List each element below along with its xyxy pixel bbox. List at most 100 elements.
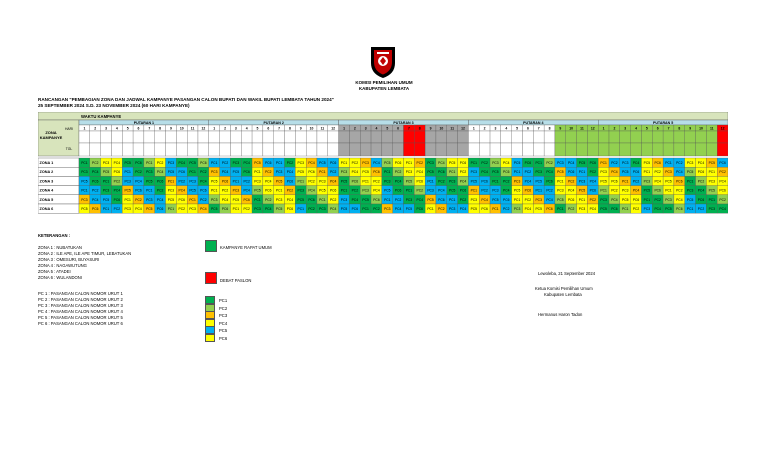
schedule-cell-code: PC1: [319, 198, 326, 202]
schedule-cell-code: PC3: [406, 198, 413, 202]
day-number: 5: [257, 127, 259, 131]
schedule-cell-code: PC4: [92, 170, 99, 174]
schedule-cell-code: PC4: [654, 179, 661, 183]
schedule-cell-code: PC3: [146, 198, 153, 202]
day-number: 4: [116, 127, 118, 131]
schedule-cell-code: PC2: [135, 198, 142, 202]
schedule-cell-code: PC6: [698, 170, 705, 174]
day-date-cell: [262, 142, 274, 157]
schedule-cell-code: PC4: [460, 207, 467, 211]
day-number: 12: [461, 127, 465, 131]
schedule-cell-code: PC6: [92, 207, 99, 211]
schedule-cell-code: PC6: [352, 207, 359, 211]
schedule-cell-code: PC6: [654, 161, 661, 165]
schedule-cell-code: PC6: [308, 198, 315, 202]
day-date-cell: [468, 142, 480, 157]
day-name-cell: [316, 130, 328, 144]
schedule-cell-code: PC5: [233, 170, 240, 174]
schedule-cell-code: PC2: [417, 189, 424, 193]
schedule-cell-code: PC3: [535, 170, 542, 174]
schedule-cell-code: PC3: [709, 207, 716, 211]
schedule-cell-code: PC2: [352, 161, 359, 165]
schedule-cell-code: PC5: [622, 198, 629, 202]
schedule-cell-code: PC1: [535, 161, 542, 165]
day-date-cell: [695, 142, 707, 157]
day-date-cell: [554, 142, 566, 157]
row-hari-label: HARI: [65, 127, 73, 131]
schedule-cell-code: PC3: [492, 161, 499, 165]
schedule-cell-code: PC4: [676, 198, 683, 202]
day-date-cell: [489, 142, 501, 157]
zone-legend-item: ZONA 1 : NUBATUKAN: [38, 245, 82, 250]
day-number: 3: [624, 127, 626, 131]
schedule-cell-code: PC5: [406, 179, 413, 183]
schedule-cell-code: PC6: [265, 189, 272, 193]
day-number: 1: [213, 127, 215, 131]
day-date-cell: [187, 142, 199, 157]
signature-name: Hermanus Haron Tadon: [538, 312, 583, 317]
schedule-cell-code: PC6: [157, 207, 164, 211]
day-date-cell: [316, 142, 328, 157]
day-date-cell: [143, 142, 155, 157]
day-name-cell: [89, 130, 101, 144]
schedule-cell-code: PC4: [654, 207, 661, 211]
schedule-cell-code: PC6: [330, 189, 337, 193]
day-name-cell: [500, 130, 512, 144]
schedule-cell-code: PC3: [427, 189, 434, 193]
day-name-cell: [684, 130, 696, 144]
schedule-cell-code: PC6: [525, 189, 532, 193]
schedule-cell-code: PC1: [449, 170, 456, 174]
schedule-cell-code: PC2: [395, 198, 402, 202]
day-number: 2: [94, 127, 96, 131]
schedule-cell-code: PC2: [179, 179, 186, 183]
day-name-cell: [251, 130, 264, 144]
schedule-cell-code: PC2: [546, 161, 553, 165]
schedule-cell-code: PC2: [200, 170, 207, 174]
day-date-cell: [100, 142, 112, 157]
day-name-cell: [100, 130, 112, 144]
day-name-cell: [576, 130, 588, 144]
day-number: 12: [721, 127, 725, 131]
schedule-cell-code: PC3: [384, 207, 391, 211]
schedule-cell-code: PC3: [579, 207, 586, 211]
schedule-cell-code: PC6: [546, 179, 553, 183]
schedule-cell-code: PC4: [330, 179, 337, 183]
schedule-cell-code: PC2: [590, 198, 597, 202]
candidate-legend-item: PC 4 : PASANGAN CALON NOMOR URUT 4: [38, 309, 123, 314]
day-name-cell: [219, 130, 231, 144]
schedule-cell-code: PC6: [243, 170, 250, 174]
schedule-cell-code: PC3: [168, 189, 175, 193]
day-number: 4: [505, 127, 507, 131]
pc-swatch-label: PC4: [219, 320, 228, 326]
day-name-cell: [132, 130, 145, 144]
schedule-cell-code: PC2: [222, 161, 229, 165]
schedule-cell-code: PC6: [568, 198, 575, 202]
schedule-cell-code: PC4: [135, 179, 142, 183]
schedule-cell-code: PC5: [362, 170, 369, 174]
schedule-cell-code: PC5: [427, 198, 434, 202]
day-number: 6: [657, 127, 659, 131]
day-name-cell: [360, 130, 372, 144]
schedule-cell-code: PC5: [81, 207, 88, 211]
schedule-cell-code: PC6: [243, 198, 250, 202]
day-number: 5: [386, 127, 388, 131]
day-date-cell: [424, 142, 437, 157]
schedule-cell-code: PC2: [503, 207, 510, 211]
schedule-cell-code: PC5: [427, 170, 434, 174]
schedule-cell-code: PC1: [557, 179, 564, 183]
schedule-cell-code: PC2: [395, 170, 402, 174]
schedule-cell-code: PC3: [168, 161, 175, 165]
zone-header-cell: [38, 119, 80, 157]
zone-row-label: ZONA 4: [40, 189, 55, 193]
schedule-cell-code: PC4: [287, 170, 294, 174]
day-date-cell: [717, 142, 728, 157]
zone-legend-item: ZONA 2 : ILE APE, ILE APE TIMUR, LEBATUK…: [38, 251, 132, 256]
day-name-cell: [262, 130, 274, 144]
schedule-cell-code: PC2: [698, 207, 705, 211]
schedule-cell-code: PC2: [92, 189, 99, 193]
schedule-cell-code: PC4: [590, 179, 597, 183]
schedule-cell-code: PC2: [114, 207, 121, 211]
day-number: 12: [202, 127, 206, 131]
schedule-cell-code: PC2: [330, 170, 337, 174]
schedule-cell-code: PC1: [492, 179, 499, 183]
